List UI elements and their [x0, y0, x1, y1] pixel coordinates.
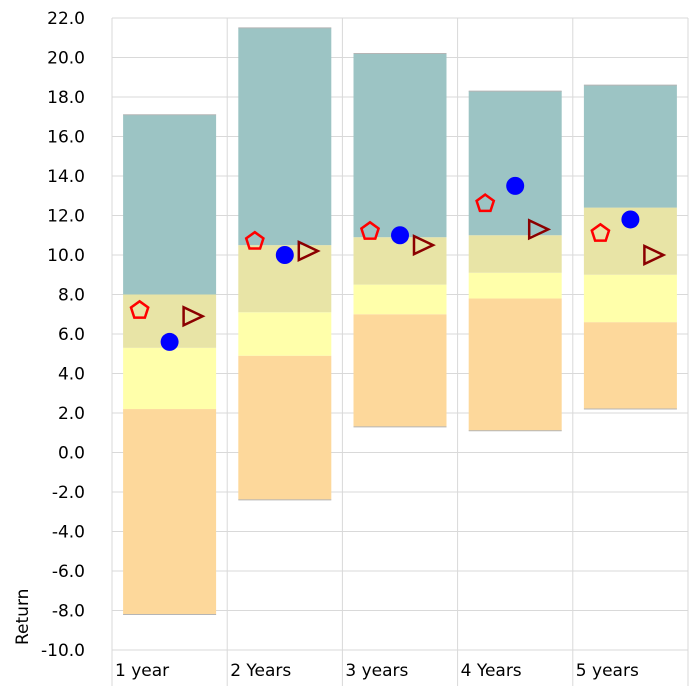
- y-tick-label: -10.0: [41, 641, 85, 661]
- band-lower-segment: [238, 312, 332, 356]
- y-tick-label: -4.0: [52, 523, 85, 543]
- circle-marker: [621, 210, 640, 229]
- band-lower-segment: [123, 347, 217, 410]
- band-lower-segment: [468, 272, 562, 299]
- band-bottom-segment: [353, 314, 447, 427]
- band-lower-segment: [353, 284, 447, 315]
- pentagon-marker: [244, 230, 265, 250]
- band-lower-segment: [583, 274, 677, 323]
- y-tick-labels: -10.0 -8.0 -6.0 -4.0 -2.0 0.0 2.0 4.0 6.0 8.0 10.0…: [41, 9, 85, 661]
- x-tick-label: 1 year: [115, 661, 169, 681]
- band-bottom-segment: [123, 409, 217, 615]
- triangle-marker: [643, 244, 667, 266]
- y-tick-label: -6.0: [52, 562, 85, 582]
- triangle-marker: [412, 234, 436, 257]
- circle-marker: [160, 332, 179, 351]
- y-tick-label: 6.0: [58, 325, 85, 345]
- y-tick-label: 16.0: [47, 128, 85, 148]
- pentagon-marker: [359, 220, 381, 240]
- pentagon-marker: [129, 299, 150, 319]
- y-tick-label: 12.0: [47, 207, 85, 227]
- y-tick-label: -2.0: [52, 483, 85, 503]
- triangle-marker: [527, 218, 552, 241]
- x-tick-label: 3 years: [345, 661, 408, 681]
- x-tick-label: 2 Years: [230, 661, 291, 681]
- band-bottom-segment: [468, 298, 562, 431]
- y-tick-label: 20.0: [47, 49, 85, 69]
- y-tick-label: 18.0: [47, 88, 85, 108]
- band-bottom-segment: [238, 355, 332, 500]
- range-bands: [123, 27, 677, 615]
- circle-marker: [506, 176, 525, 195]
- series-markers: [129, 176, 667, 351]
- circle-marker: [391, 226, 409, 245]
- band-bottom-segment: [583, 322, 677, 410]
- triangle-marker: [182, 305, 206, 328]
- band-top-segment: [123, 114, 217, 295]
- y-tick-label: 22.0: [47, 9, 85, 29]
- y-tick-label: 4.0: [58, 365, 85, 385]
- triangle-marker: [297, 240, 321, 263]
- y-tick-label: 10.0: [47, 246, 85, 266]
- y-tick-label: 0.0: [58, 444, 85, 464]
- y-tick-label: 2.0: [58, 404, 85, 424]
- y-axis-title: Return: [13, 589, 33, 645]
- band-top-segment: [238, 27, 332, 246]
- x-tick-labels: 1 year 2 Years 3 years 4 Years 5 years: [115, 661, 639, 681]
- band-top-segment: [353, 53, 447, 238]
- band-upper-segment: [468, 235, 562, 273]
- band-top-segment: [583, 85, 677, 208]
- y-tick-label: -8.0: [52, 602, 85, 622]
- x-tick-label: 5 years: [576, 661, 639, 681]
- circle-marker: [275, 246, 294, 264]
- y-tick-label: 14.0: [47, 167, 85, 187]
- band-top-segment: [468, 91, 562, 236]
- x-tick-label: 4 Years: [461, 661, 522, 681]
- pentagon-marker: [475, 193, 496, 213]
- pentagon-marker: [590, 222, 611, 242]
- y-tick-label: 8.0: [58, 286, 85, 306]
